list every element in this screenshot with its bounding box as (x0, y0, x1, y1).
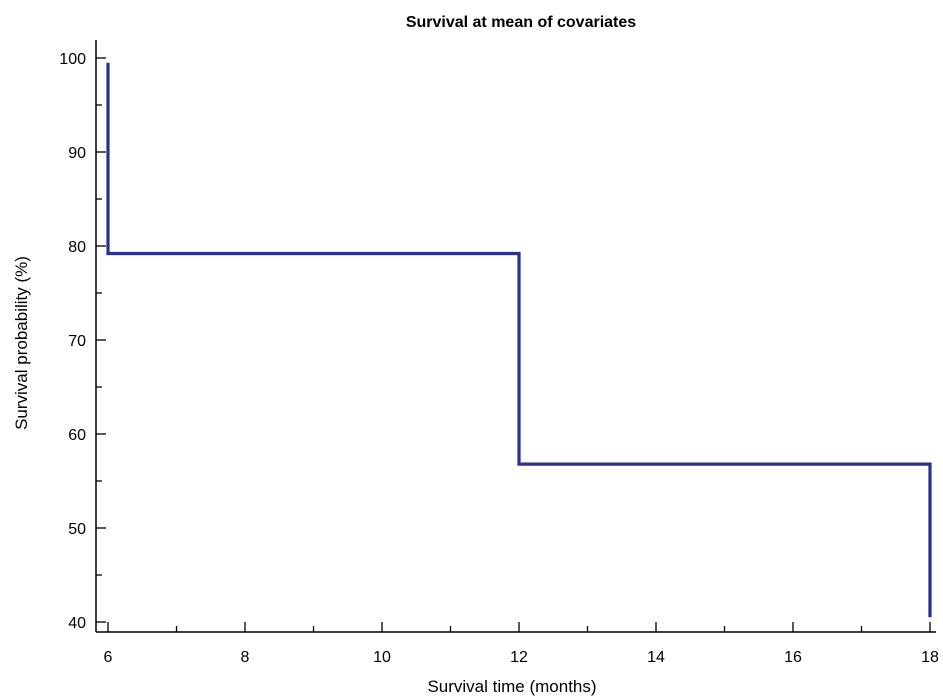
x-tick-label: 12 (510, 649, 528, 666)
x-tick-label: 14 (647, 649, 665, 666)
series (106, 62, 932, 618)
survival-step-line (106, 62, 932, 618)
ticks: 40 50 60 70 80 90 100 6 8 10 12 14 16 18 (59, 51, 939, 666)
y-tick-label: 100 (59, 51, 86, 68)
x-tick-label: 18 (921, 649, 939, 666)
y-tick-label: 60 (68, 427, 86, 444)
axes (95, 40, 936, 633)
y-tick-label: 70 (68, 333, 86, 350)
chart-title: Survival at mean of covariates (406, 14, 636, 31)
x-tick-label: 10 (373, 649, 391, 666)
y-tick-label: 90 (68, 145, 86, 162)
x-tick-label: 8 (241, 649, 250, 666)
x-tick-label: 6 (104, 649, 113, 666)
y-tick-label: 50 (68, 521, 86, 538)
x-axis-label: Survival time (months) (427, 677, 596, 696)
y-tick-label: 40 (68, 615, 86, 632)
y-tick-label: 80 (68, 239, 86, 256)
x-tick-label: 16 (784, 649, 802, 666)
y-axis-label: Survival probability (%) (12, 256, 31, 430)
